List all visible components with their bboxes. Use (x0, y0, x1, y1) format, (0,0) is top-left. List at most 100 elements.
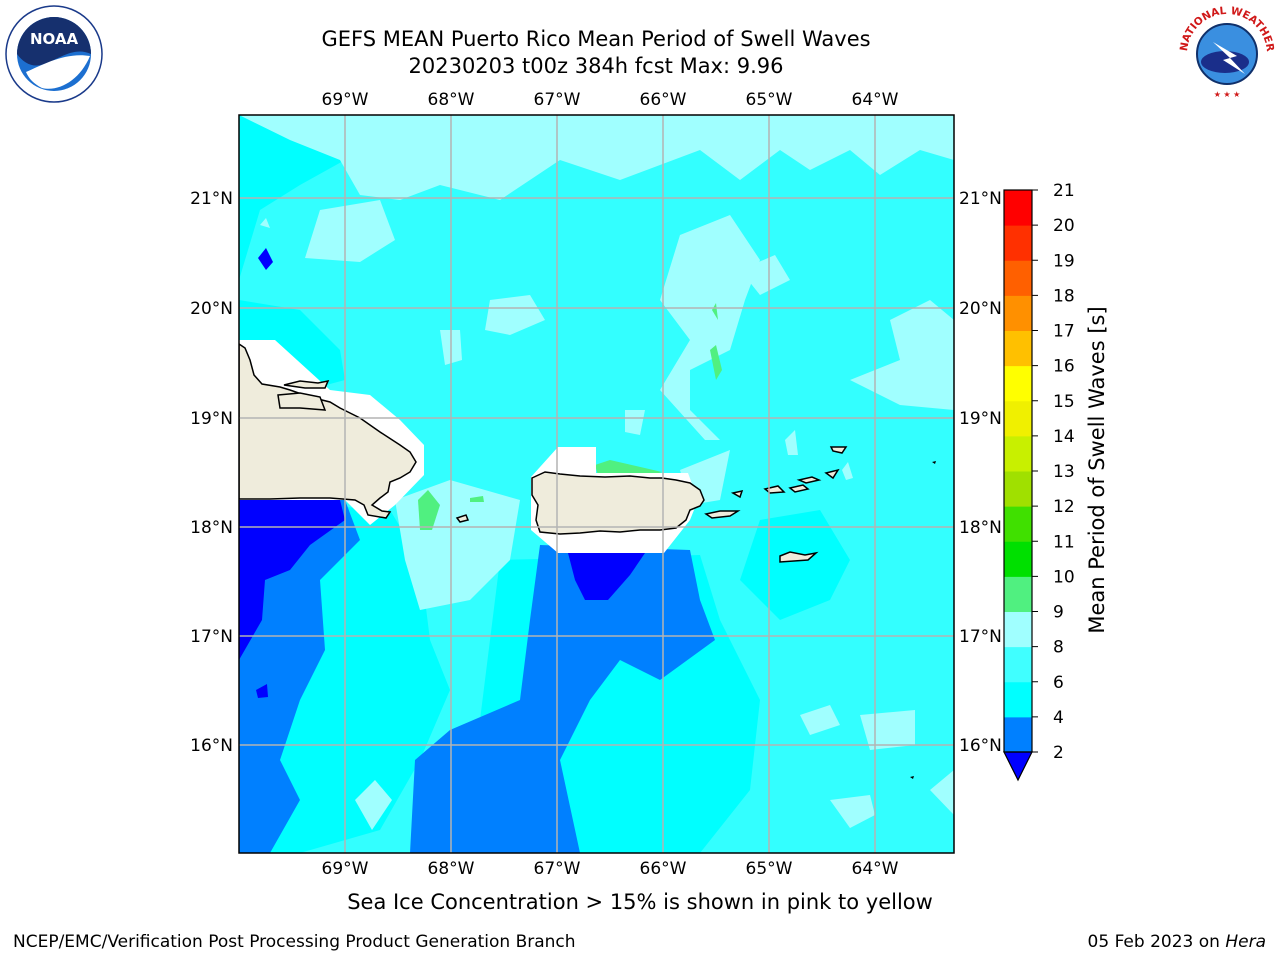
contour-2-4 (410, 545, 715, 853)
contour-8-9 (860, 710, 915, 750)
contour-below-2 (568, 553, 645, 600)
lon-label: 68°W (428, 90, 475, 110)
lat-label: 17°N (190, 627, 233, 647)
colorbar-segment (1004, 716, 1032, 753)
colorbar-tick-label: 18 (1053, 286, 1075, 306)
contour-8-9 (625, 410, 645, 435)
colorbar-segment (1004, 295, 1032, 331)
svg-text:★ ★ ★: ★ ★ ★ (1214, 90, 1241, 99)
lat-label: 20°N (190, 299, 233, 319)
colorbar-segment (1004, 646, 1032, 683)
colorbar-segment (1004, 190, 1032, 226)
lat-label: 21°N (190, 189, 233, 209)
st-croix-island (779, 551, 819, 563)
colorbar-segment (1004, 541, 1032, 577)
contour-9-10 (470, 496, 484, 502)
colorbar-tick-label: 12 (1053, 497, 1075, 517)
contour-8-9 (890, 300, 954, 360)
chart-title-line1: GEFS MEAN Puerto Rico Mean Period of Swe… (321, 27, 871, 51)
tortola-island (796, 476, 822, 484)
contour-8-9 (239, 115, 954, 200)
tortuga-island (283, 379, 330, 389)
contour-fill-layer (239, 115, 954, 853)
noaa-logo-text: NOAA (30, 30, 79, 48)
contour-8-9 (850, 360, 954, 410)
run-date: 05 Feb 2023 on Hera (1088, 932, 1266, 952)
lon-label: 66°W (640, 859, 687, 879)
lon-label: 65°W (746, 859, 793, 879)
contour-8-9 (740, 255, 790, 295)
colorbar-tick-label: 11 (1053, 532, 1075, 552)
colorbar-tick-label: 17 (1053, 322, 1075, 342)
lat-label: 18°N (959, 518, 1002, 538)
lat-label: 20°N (959, 299, 1002, 319)
lon-label: 69°W (322, 90, 369, 110)
lat-label: 16°N (190, 736, 233, 756)
contour-8-9 (485, 295, 545, 335)
contour-8-9 (305, 200, 395, 262)
contour-9-10 (710, 345, 722, 380)
lat-label: 21°N (959, 189, 1002, 209)
colorbar-segment (1004, 435, 1032, 472)
colorbar-tick-label: 4 (1053, 708, 1064, 728)
contour-8-9 (355, 780, 392, 830)
anguilla-island (932, 461, 936, 464)
lon-labels-bottom: 69°W 68°W 67°W 66°W 65°W 64°W (322, 859, 899, 879)
colorbar-tick-label: 20 (1053, 216, 1075, 236)
lat-label: 19°N (190, 409, 233, 429)
noaa-logo: NOAA (5, 5, 103, 103)
lat-label: 18°N (190, 518, 233, 538)
virgin-gorda-island (824, 468, 840, 480)
culebra-island (730, 489, 744, 499)
colorbar-segment (1004, 365, 1032, 402)
lon-labels-top: 69°W 68°W 67°W 66°W 65°W 64°W (322, 90, 899, 110)
credit-text: NCEP/EMC/Verification Post Processing Pr… (13, 932, 576, 952)
colorbar-segment (1004, 471, 1032, 507)
mona-island (455, 514, 470, 523)
nws-logo: NATIONAL WEATHER SERVICE ★ ★ ★ (1175, 4, 1276, 101)
colorbar-tick-label: 19 (1053, 251, 1075, 271)
contour-9-10 (418, 490, 440, 530)
colorbar-tick-label: 6 (1053, 673, 1064, 693)
lat-label: 16°N (959, 736, 1002, 756)
contour-8-9 (930, 770, 954, 815)
colorbar-segment (1004, 681, 1032, 718)
colorbar-segment (1004, 225, 1032, 261)
small-island (910, 776, 914, 779)
lon-label: 66°W (640, 90, 687, 110)
lat-labels-right: 21°N 20°N 19°N 18°N 17°N 16°N (959, 189, 1002, 756)
lat-label: 17°N (959, 627, 1002, 647)
colorbar-segment (1004, 400, 1032, 437)
colorbar-tick-label: 9 (1053, 603, 1064, 623)
contour-below-2 (239, 500, 345, 660)
colorbar-segment (1004, 611, 1032, 648)
contour-8-9 (800, 705, 840, 735)
vieques-island (704, 510, 741, 519)
colorbar-segment (1004, 576, 1032, 612)
colorbar: 2 4 6 8 9 10 11 12 13 14 15 16 17 18 19 20 21 (1003, 181, 1075, 782)
contour-8-9 (660, 215, 760, 440)
lon-label: 67°W (534, 90, 581, 110)
colorbar-tick-label: 14 (1053, 427, 1075, 447)
colorbar-tick-label: 15 (1053, 392, 1075, 412)
lat-label: 19°N (959, 409, 1002, 429)
colorbar-tick-label: 21 (1053, 181, 1075, 201)
contour-2-4 (239, 500, 360, 853)
lon-label: 65°W (746, 90, 793, 110)
contour-below-2 (256, 684, 268, 698)
contour-8-9 (830, 795, 875, 828)
map-frame (238, 114, 955, 854)
colorbar-segment (1004, 330, 1032, 367)
st-john-island (788, 484, 810, 493)
lon-label: 64°W (852, 859, 899, 879)
anegada-island (829, 446, 848, 454)
lat-labels-left: 21°N 20°N 19°N 18°N 17°N 16°N (190, 189, 233, 756)
lon-label: 68°W (428, 859, 475, 879)
colorbar-tick-label: 8 (1053, 638, 1064, 658)
chart-title-line2: 20230203 t00z 384h fcst Max: 9.96 (408, 54, 784, 78)
lon-label: 69°W (322, 859, 369, 879)
lon-label: 64°W (852, 90, 899, 110)
machine-name: Hera (1225, 932, 1266, 952)
hispaniola-north-coast (277, 392, 327, 411)
